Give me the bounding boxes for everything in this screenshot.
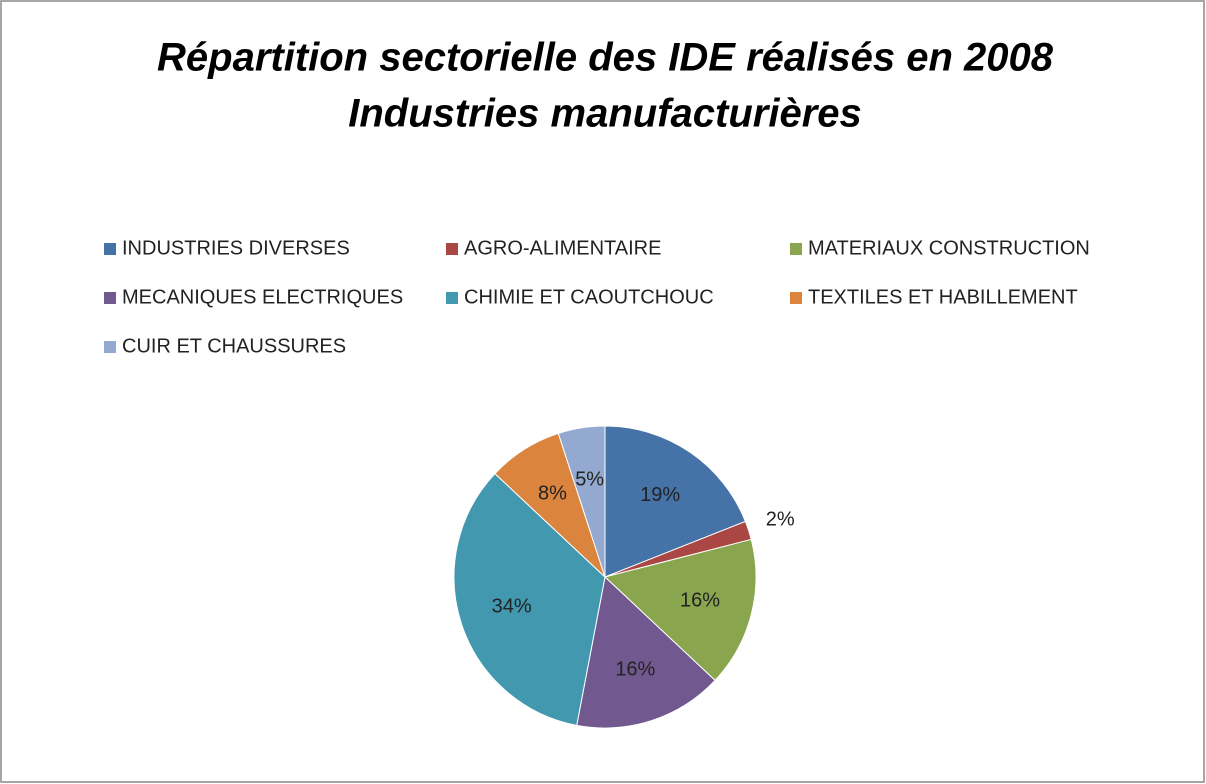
legend-label: MECANIQUES ELECTRIQUES [122,286,403,308]
pie-slice [604,425,747,578]
pie-slice [603,538,757,682]
legend-label: CUIR ET CHAUSSURES [122,335,346,357]
data-label: 8% [538,482,567,504]
pie-slice [576,576,716,729]
legend-label: AGRO-ALIMENTAIRE [464,237,661,259]
legend-label: CHIMIE ET CAOUTCHOUC [464,286,714,308]
data-label: 2% [766,508,795,530]
chart-title: Répartition sectorielle des IDE réalisés… [157,36,1054,80]
legend-swatch [446,243,458,255]
data-label: 16% [680,590,720,612]
data-label: 16% [615,659,655,681]
legend-swatch [104,243,116,255]
data-label: 5% [575,468,604,490]
pie-slice [557,425,606,578]
data-label: 34% [492,596,532,618]
legend-swatch [446,292,458,304]
pie-slice [453,472,606,726]
legend-swatch [104,341,116,353]
data-label: 19% [640,484,680,506]
legend-swatch [790,292,802,304]
legend-swatch [790,243,802,255]
legend-label: MATERIAUX CONSTRUCTION [808,237,1090,259]
legend-swatch [104,292,116,304]
legend-label: TEXTILES ET HABILLEMENT [808,286,1078,308]
legend-label: INDUSTRIES DIVERSES [122,237,350,259]
chart-subtitle: Industries manufacturières [348,92,862,136]
